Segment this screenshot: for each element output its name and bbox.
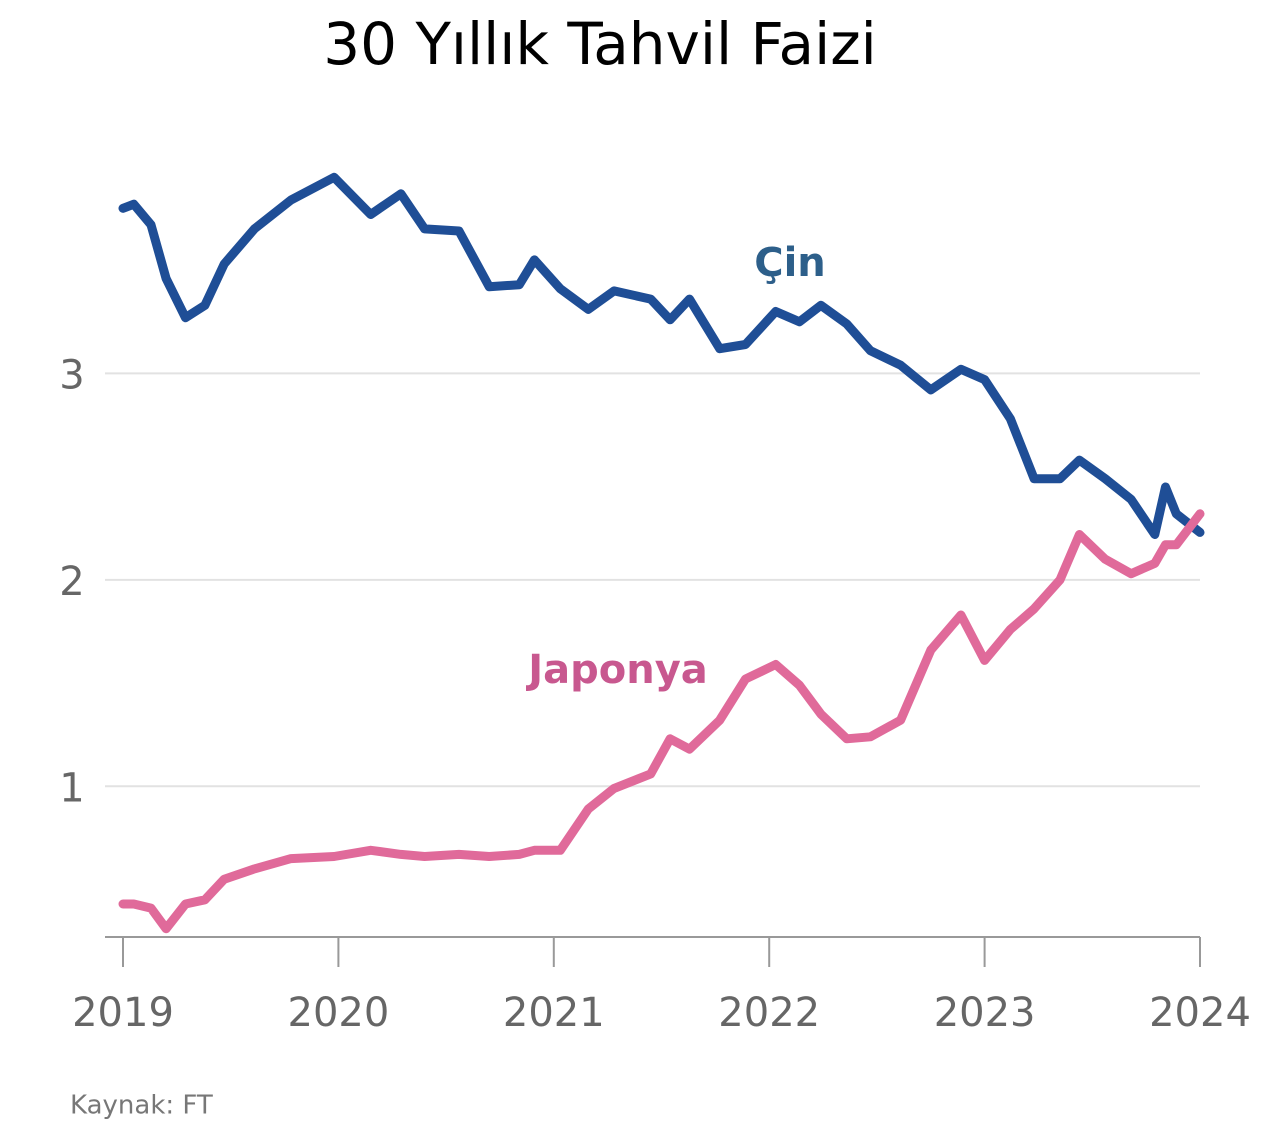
series-line xyxy=(118,172,1205,539)
y-tick-label: 3 xyxy=(59,352,84,398)
x-tick-label: 2021 xyxy=(503,990,605,1036)
x-tick-label: 2022 xyxy=(718,990,820,1036)
x-tick-label: 2024 xyxy=(1149,990,1251,1036)
x-tick-label: 2019 xyxy=(72,990,174,1036)
y-tick-label: 1 xyxy=(59,765,84,811)
chart-title: 30 Yıllık Tahvil Faizi xyxy=(323,10,877,78)
x-tick-label: 2023 xyxy=(934,990,1036,1036)
source: Kaynak: FT xyxy=(70,1091,213,1121)
series-label: Japonya xyxy=(525,647,708,693)
series-line xyxy=(118,509,1205,934)
series-label: Çin xyxy=(754,240,826,286)
y-tick-label: 2 xyxy=(59,559,84,605)
x-tick-label: 2020 xyxy=(288,990,390,1036)
